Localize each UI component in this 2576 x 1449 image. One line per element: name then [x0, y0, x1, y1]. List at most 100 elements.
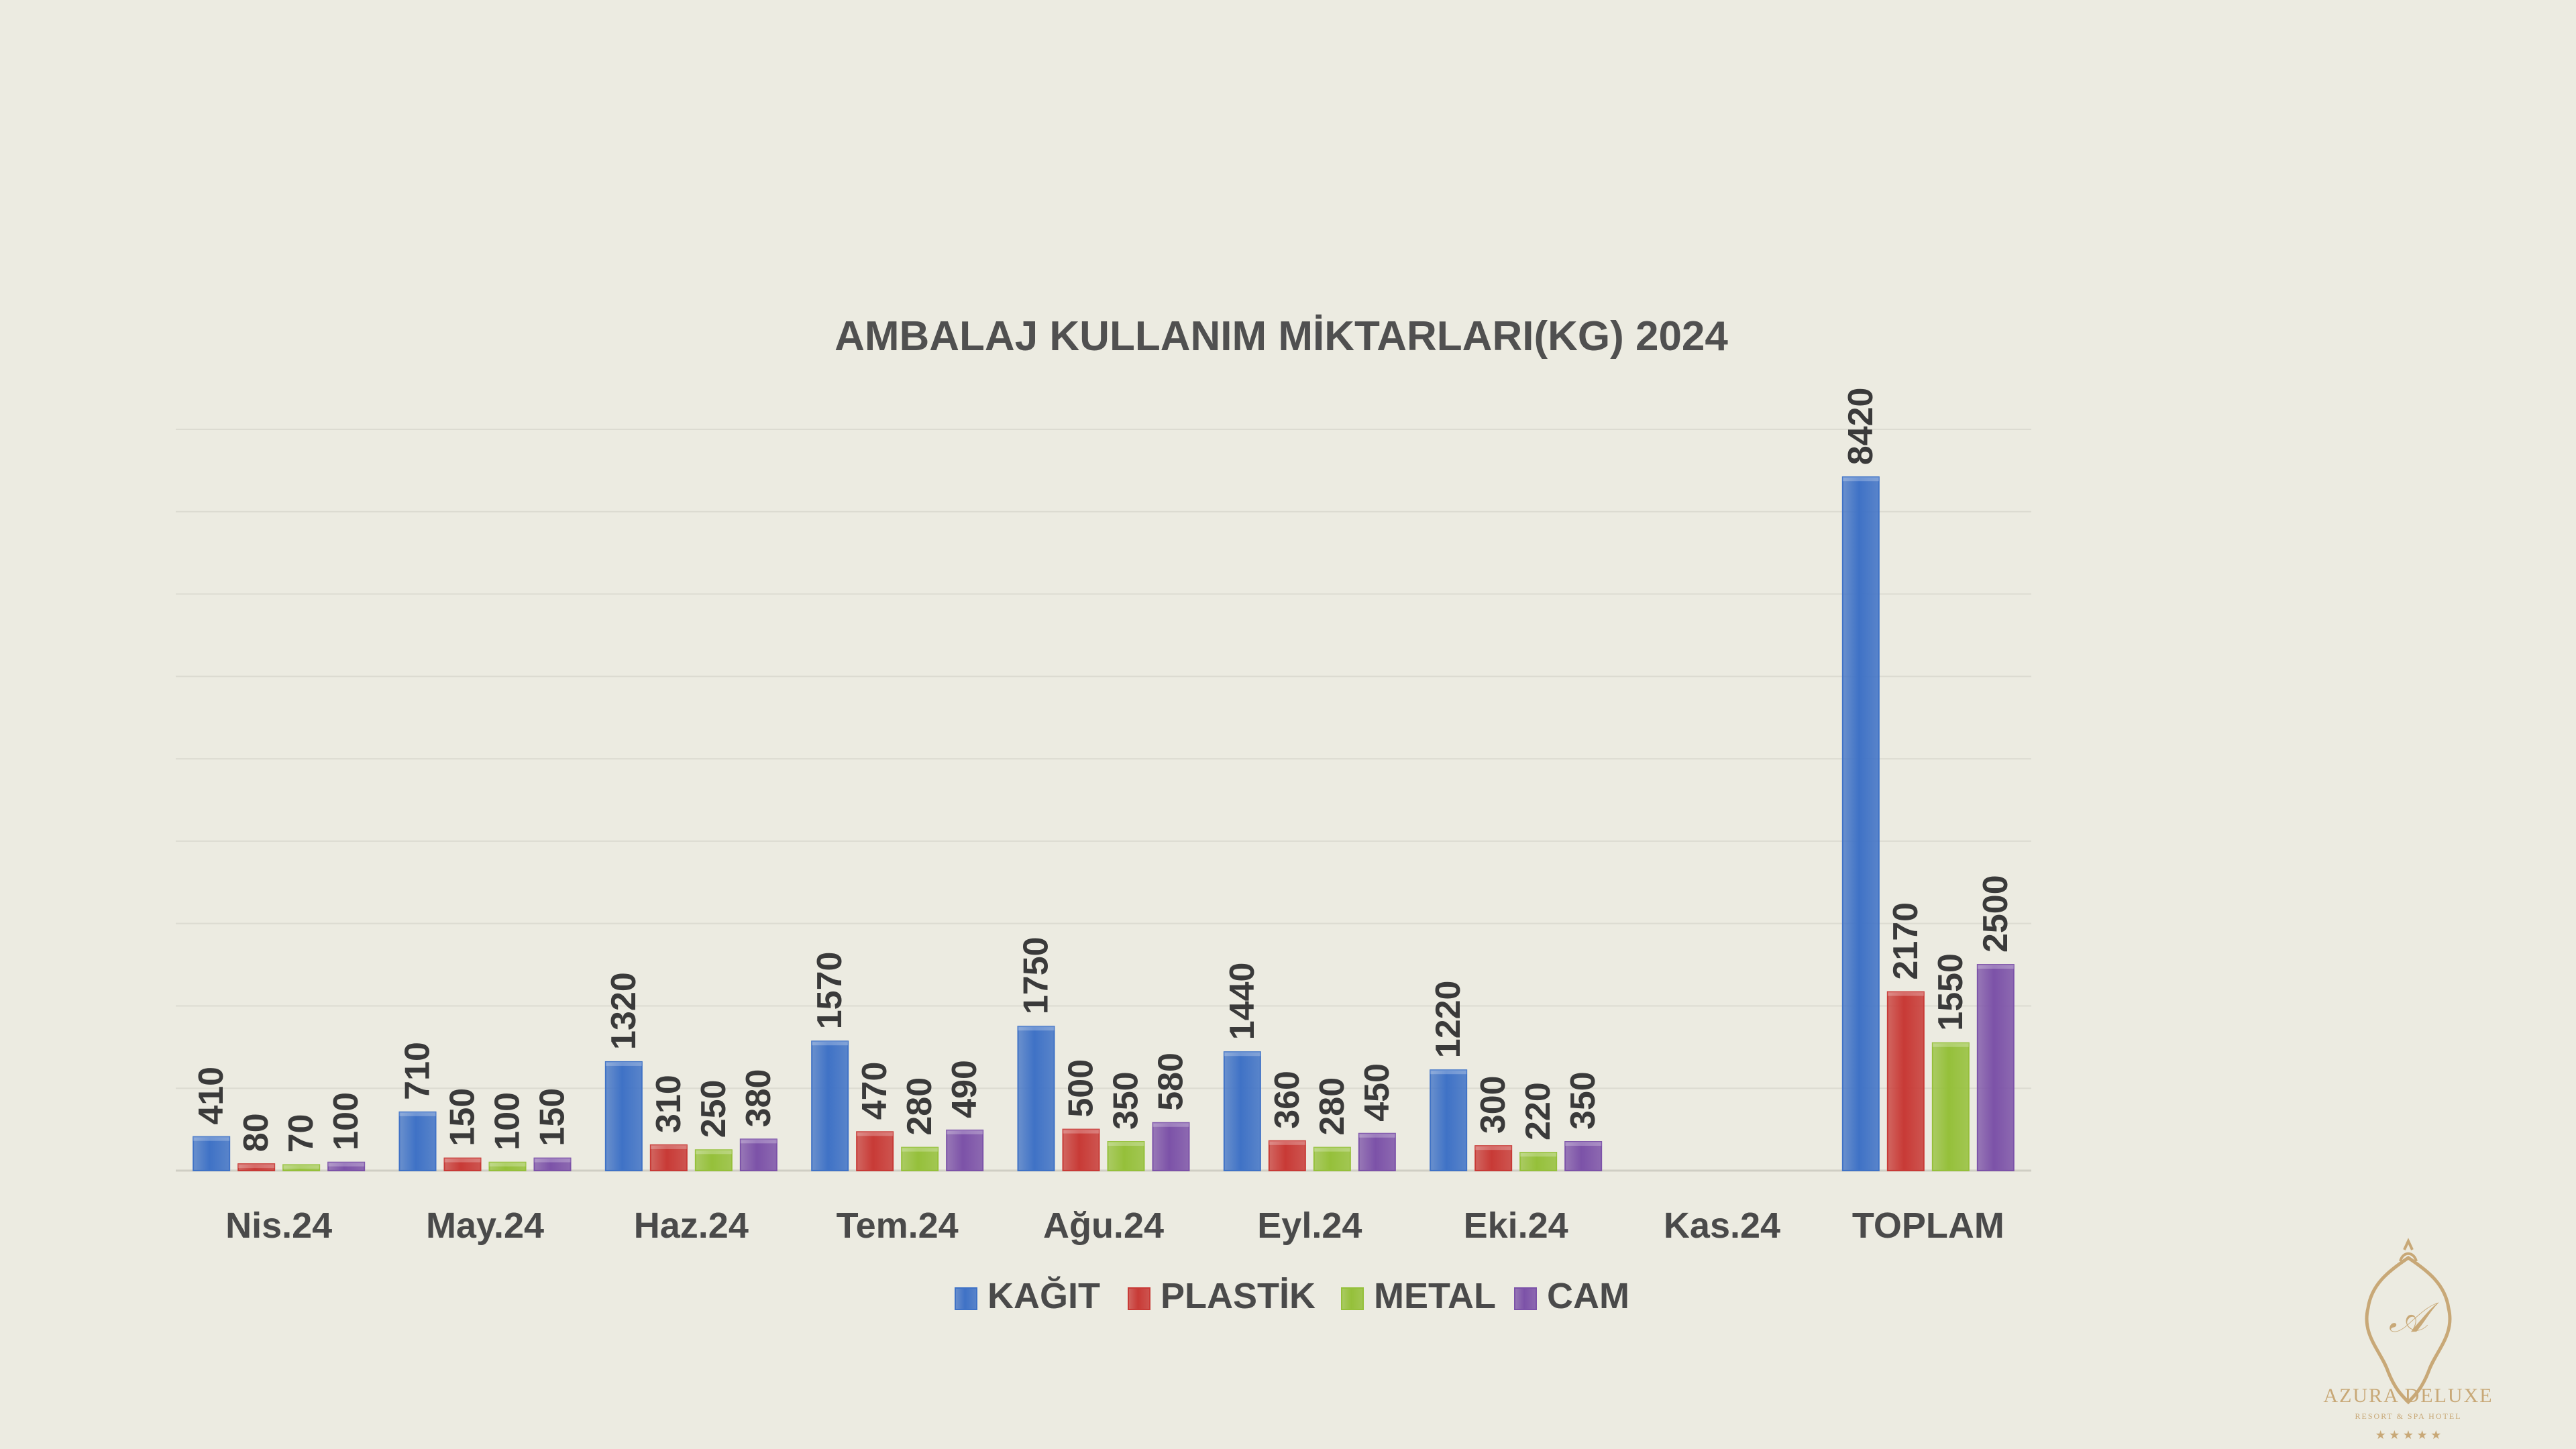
bar-highlight [947, 1130, 983, 1134]
value-label-kagit-tem-24: 1570 [810, 952, 849, 1030]
bar-highlight [1520, 1152, 1557, 1157]
legend-swatch-cam [1514, 1287, 1537, 1310]
bar-highlight [650, 1144, 687, 1149]
x-tick-label-haz-24: Haz.24 [634, 1205, 749, 1246]
bar-highlight [1269, 1140, 1305, 1145]
value-label-kagit-agu-24: 1750 [1017, 936, 1056, 1014]
legend-label-cam: CAM [1547, 1276, 1629, 1316]
value-label-cam-agu-24: 580 [1152, 1053, 1191, 1111]
azura-logo: 𝒜 AZURA DELUXE RESORT & SPA HOTEL ★ ★ ★ … [2323, 1238, 2493, 1442]
bar-cam-haz-24 [739, 1138, 777, 1172]
bar-kagit-haz-24 [604, 1061, 643, 1172]
x-tick-label-nis-24: Nis.24 [225, 1205, 332, 1246]
bar-highlight [534, 1158, 571, 1163]
bar-highlight [1977, 965, 2014, 969]
bar-highlight [812, 1041, 849, 1046]
chart-title: AMBALAJ KULLANIM MİKTARLARI(KG) 2024 [835, 313, 1728, 360]
bar-highlight [902, 1147, 938, 1152]
bar-plastik-toplam [1886, 991, 1925, 1172]
bar-highlight [1430, 1070, 1467, 1075]
gridlines [176, 429, 2031, 1172]
value-label-cam-eki-24: 350 [1564, 1071, 1603, 1130]
bar-cam-eyl-24 [1358, 1132, 1396, 1171]
bar-highlight [1108, 1142, 1144, 1146]
legend: KAĞIT PLASTİK METAL CAM [955, 1276, 1629, 1316]
value-label-metal-eki-24: 220 [1519, 1082, 1558, 1140]
value-label-kagit-toplam: 8420 [1841, 388, 1880, 466]
bar-highlight [193, 1136, 230, 1141]
bar-kagit-toplam [1841, 476, 1880, 1172]
value-label-kagit-nis-24: 410 [192, 1067, 231, 1125]
bar-plastik-eki-24 [1474, 1145, 1513, 1171]
bar-cam-may-24 [533, 1157, 572, 1172]
legend-swatch-kagit [955, 1287, 977, 1310]
bar-highlight [1313, 1147, 1350, 1152]
value-label-plastik-haz-24: 310 [649, 1075, 688, 1133]
value-label-metal-eyl-24: 280 [1313, 1077, 1352, 1136]
bar-cam-agu-24 [1152, 1122, 1190, 1172]
value-label-cam-eyl-24: 450 [1358, 1063, 1397, 1122]
bar-metal-eyl-24 [1313, 1146, 1351, 1171]
bar-highlight [1932, 1042, 1969, 1047]
bar-highlight [283, 1165, 320, 1169]
value-label-cam-toplam: 2500 [1976, 875, 2015, 953]
bar-highlight [1152, 1122, 1189, 1127]
bar-highlight [489, 1162, 526, 1167]
x-tick-label-may-24: May.24 [426, 1205, 544, 1246]
bar-plastik-nis-24 [237, 1163, 276, 1171]
legend-label-metal: METAL [1374, 1276, 1496, 1316]
bar-metal-agu-24 [1107, 1141, 1145, 1172]
bar-kagit-eki-24 [1430, 1069, 1468, 1171]
value-label-kagit-eki-24: 1220 [1429, 981, 1468, 1059]
bar-highlight [740, 1139, 777, 1144]
bar-cam-toplam [1976, 964, 2015, 1171]
value-label-cam-haz-24: 380 [739, 1069, 778, 1128]
bar-metal-may-24 [488, 1161, 527, 1171]
value-label-kagit-may-24: 710 [398, 1042, 437, 1100]
x-tick-label-eyl-24: Eyl.24 [1257, 1205, 1362, 1246]
bar-metal-tem-24 [901, 1146, 939, 1171]
bar-highlight [399, 1112, 436, 1116]
value-label-metal-nis-24: 70 [282, 1114, 321, 1153]
value-label-metal-agu-24: 350 [1107, 1071, 1146, 1130]
legend-swatch-metal [1341, 1287, 1364, 1310]
value-label-cam-nis-24: 100 [327, 1092, 366, 1150]
svg-text:𝒜: 𝒜 [2389, 1295, 2440, 1341]
value-label-plastik-eyl-24: 360 [1268, 1071, 1307, 1129]
bar-highlight [1018, 1026, 1055, 1031]
bar-cam-nis-24 [327, 1161, 366, 1171]
legend-label-kagit: KAĞIT [987, 1276, 1100, 1316]
logo-stars: ★ ★ ★ ★ ★ [2375, 1428, 2442, 1442]
bar-plastik-haz-24 [649, 1144, 688, 1171]
bar-metal-haz-24 [694, 1149, 733, 1171]
logo-brand: AZURA DELUXE [2323, 1385, 2493, 1407]
bars [193, 476, 2015, 1172]
bar-cam-eki-24 [1564, 1141, 1603, 1172]
bar-highlight [857, 1132, 894, 1136]
value-label-plastik-toplam: 2170 [1886, 902, 1925, 980]
bar-plastik-agu-24 [1062, 1128, 1100, 1171]
bar-plastik-eyl-24 [1268, 1140, 1306, 1172]
logo-tagline: RESORT & SPA HOTEL [2355, 1411, 2462, 1421]
bar-plastik-may-24 [443, 1157, 482, 1172]
legend-swatch-plastik [1128, 1287, 1150, 1310]
bar-highlight [1358, 1133, 1395, 1138]
x-tick-label-toplam: TOPLAM [1852, 1205, 2004, 1246]
bar-highlight [1063, 1129, 1099, 1134]
bar-highlight [695, 1150, 732, 1155]
value-label-metal-tem-24: 280 [900, 1077, 939, 1136]
x-tick-label-agu-24: Ağu.24 [1043, 1205, 1164, 1246]
value-label-cam-tem-24: 490 [945, 1060, 984, 1118]
bar-highlight [328, 1162, 365, 1167]
value-label-metal-toplam: 1550 [1931, 953, 1970, 1031]
bar-metal-toplam [1931, 1042, 1970, 1172]
bar-highlight [1565, 1142, 1602, 1146]
legend-label-plastik: PLASTİK [1161, 1276, 1316, 1316]
bar-highlight [238, 1164, 275, 1169]
bar-cam-tem-24 [946, 1129, 984, 1171]
value-label-plastik-tem-24: 470 [855, 1062, 894, 1120]
bar-highlight [1475, 1146, 1512, 1150]
value-label-kagit-haz-24: 1320 [604, 972, 643, 1050]
